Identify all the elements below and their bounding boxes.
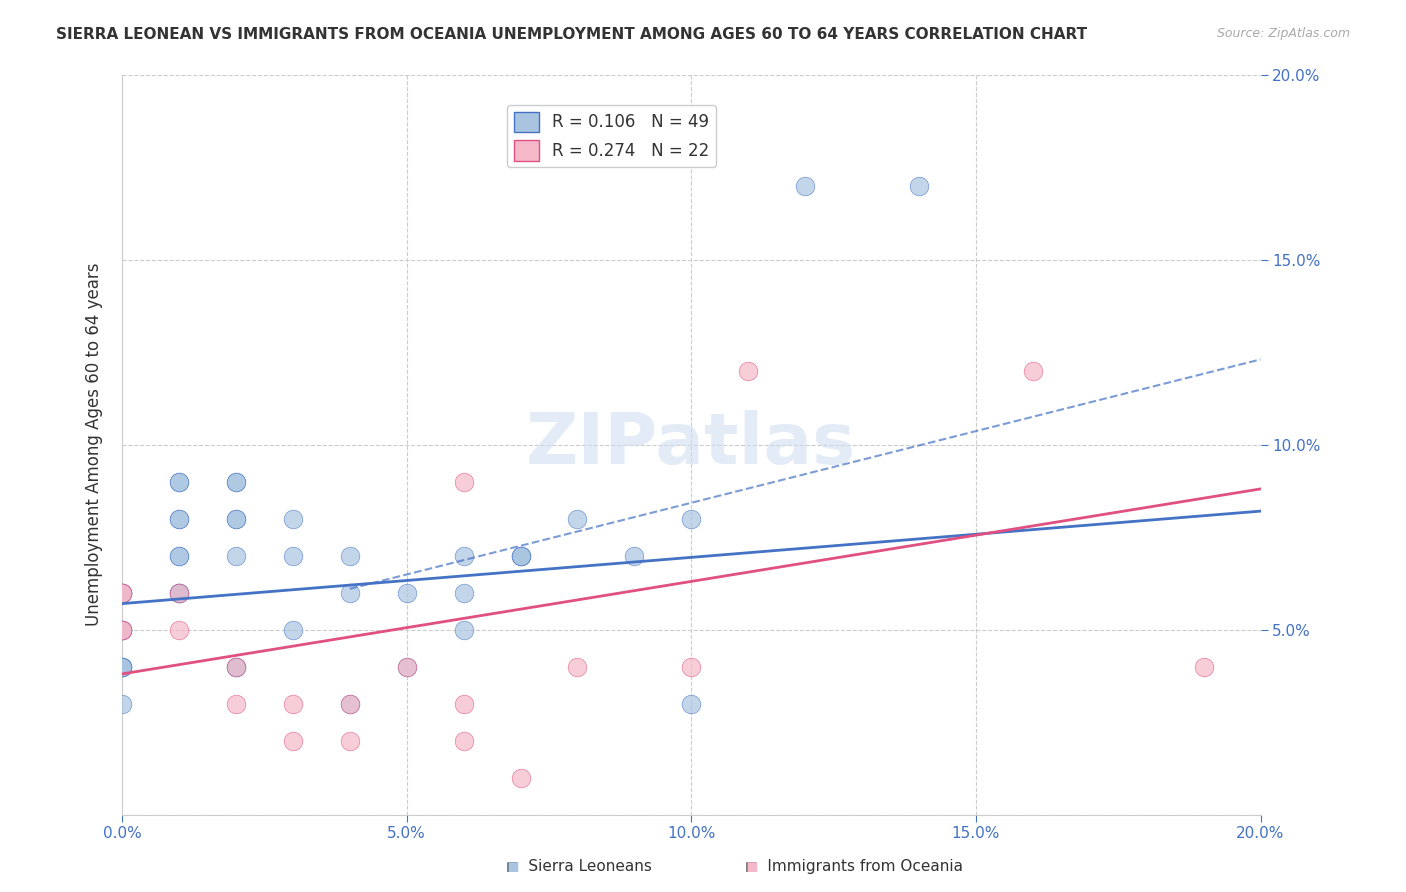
- Point: [167, 585, 190, 599]
- Text: ◼  Sierra Leoneans: ◼ Sierra Leoneans: [506, 859, 652, 874]
- Point: [225, 659, 247, 673]
- Point: [339, 733, 361, 747]
- Point: [111, 585, 134, 599]
- Text: ZIPatlas: ZIPatlas: [526, 410, 856, 479]
- Point: [111, 623, 134, 637]
- Point: [111, 659, 134, 673]
- Point: [509, 549, 531, 563]
- Point: [167, 585, 190, 599]
- Point: [111, 585, 134, 599]
- Point: [509, 771, 531, 785]
- Point: [111, 623, 134, 637]
- Point: [111, 659, 134, 673]
- Point: [111, 623, 134, 637]
- Point: [167, 475, 190, 489]
- Point: [111, 659, 134, 673]
- Point: [567, 511, 589, 525]
- Point: [453, 549, 475, 563]
- Point: [225, 475, 247, 489]
- Point: [167, 475, 190, 489]
- Point: [111, 585, 134, 599]
- Point: [225, 659, 247, 673]
- Point: [167, 511, 190, 525]
- Point: [908, 178, 931, 193]
- Point: [395, 659, 418, 673]
- Point: [281, 733, 304, 747]
- Point: [225, 511, 247, 525]
- Point: [737, 363, 759, 377]
- Text: ◼: ◼: [506, 859, 519, 874]
- Point: [111, 585, 134, 599]
- Point: [111, 659, 134, 673]
- Point: [281, 549, 304, 563]
- Point: [111, 623, 134, 637]
- Text: ◼  Immigrants from Oceania: ◼ Immigrants from Oceania: [745, 859, 963, 874]
- Point: [281, 697, 304, 711]
- Point: [339, 697, 361, 711]
- Point: [167, 549, 190, 563]
- Point: [167, 623, 190, 637]
- Point: [225, 697, 247, 711]
- Point: [111, 585, 134, 599]
- Point: [225, 659, 247, 673]
- Point: [111, 623, 134, 637]
- Text: ◼: ◼: [745, 859, 758, 874]
- Point: [281, 511, 304, 525]
- Point: [111, 697, 134, 711]
- Point: [1022, 363, 1045, 377]
- Point: [281, 623, 304, 637]
- Point: [453, 585, 475, 599]
- Point: [167, 585, 190, 599]
- Point: [509, 549, 531, 563]
- Point: [339, 697, 361, 711]
- Point: [794, 178, 817, 193]
- Point: [681, 659, 703, 673]
- Point: [509, 549, 531, 563]
- Point: [623, 549, 645, 563]
- Text: SIERRA LEONEAN VS IMMIGRANTS FROM OCEANIA UNEMPLOYMENT AMONG AGES 60 TO 64 YEARS: SIERRA LEONEAN VS IMMIGRANTS FROM OCEANI…: [56, 27, 1087, 42]
- Point: [681, 697, 703, 711]
- Point: [167, 549, 190, 563]
- Text: Source: ZipAtlas.com: Source: ZipAtlas.com: [1216, 27, 1350, 40]
- Point: [395, 659, 418, 673]
- Point: [339, 549, 361, 563]
- Point: [395, 585, 418, 599]
- Point: [453, 623, 475, 637]
- Y-axis label: Unemployment Among Ages 60 to 64 years: Unemployment Among Ages 60 to 64 years: [86, 263, 103, 626]
- Point: [339, 585, 361, 599]
- Point: [225, 511, 247, 525]
- Point: [567, 659, 589, 673]
- Point: [1192, 659, 1215, 673]
- Legend: R = 0.106   N = 49, R = 0.274   N = 22: R = 0.106 N = 49, R = 0.274 N = 22: [508, 105, 716, 168]
- Point: [453, 475, 475, 489]
- Point: [225, 475, 247, 489]
- Point: [111, 585, 134, 599]
- Point: [681, 511, 703, 525]
- Point: [453, 697, 475, 711]
- Point: [225, 549, 247, 563]
- Point: [167, 585, 190, 599]
- Point: [111, 623, 134, 637]
- Point: [453, 733, 475, 747]
- Point: [167, 511, 190, 525]
